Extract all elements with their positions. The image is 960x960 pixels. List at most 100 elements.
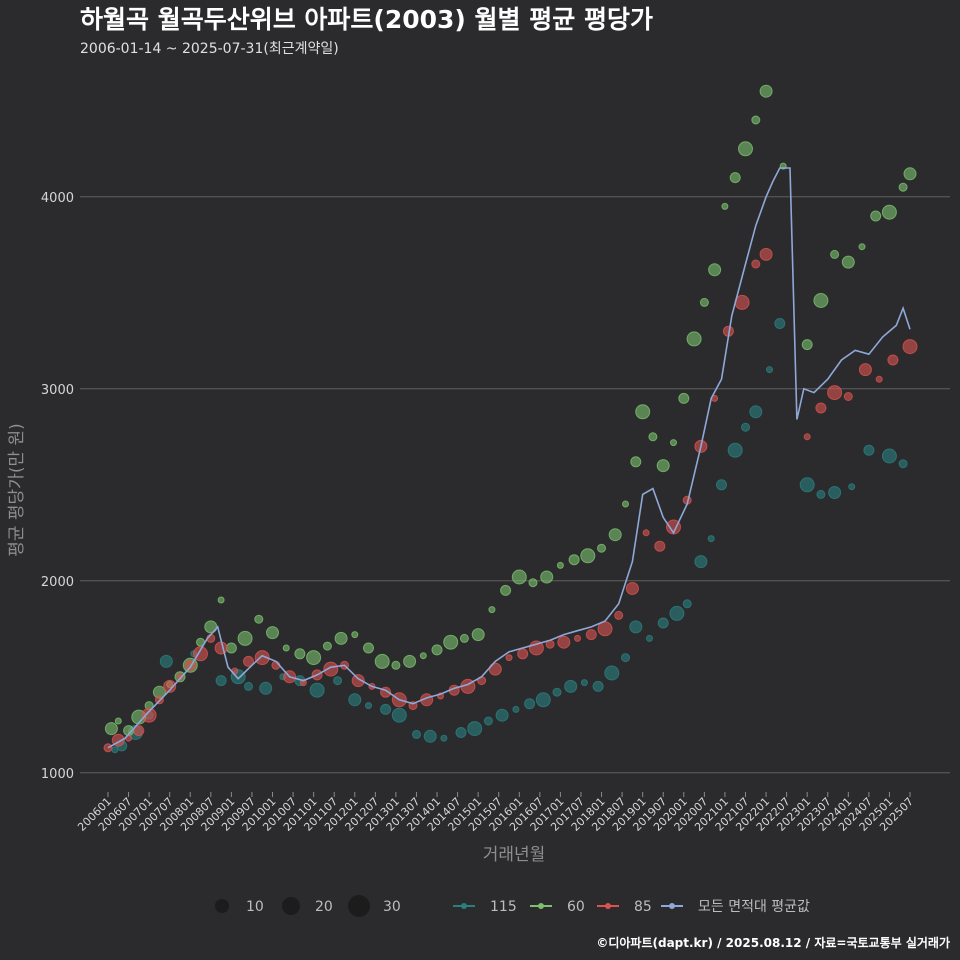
size-legend-label: 30 [383,899,401,915]
data-point [391,707,407,723]
data-point [309,682,325,698]
data-point [902,339,918,355]
chart-caption: ©디아파트(dapt.kr) / 2025.08.12 / 자료=국토교통부 실… [596,935,950,950]
data-point [374,653,390,669]
data-point [694,555,708,569]
data-point [259,681,273,695]
data-point [380,703,392,715]
data-point [682,599,692,609]
data-point [163,679,177,693]
data-point [306,650,322,666]
data-point [403,654,417,668]
data-point [483,716,493,726]
legend-label: 115 [490,899,517,915]
data-point [870,210,882,222]
data-point [635,404,651,420]
data-point [585,629,597,641]
data-point [614,610,624,620]
data-point [440,734,448,742]
data-point [903,167,917,181]
data-point [751,115,761,125]
data-point [799,477,815,493]
data-point [266,626,279,640]
data-point [629,620,643,634]
data-point [828,486,842,499]
data-point [815,402,827,414]
legend-dot-swatch [669,903,675,909]
data-point [766,366,773,374]
data-point [749,405,763,419]
data-point [459,633,469,643]
legend-label: 85 [634,899,652,915]
data-point [225,642,237,654]
data-point [104,722,118,736]
data-point [729,172,741,184]
data-point [608,528,622,542]
chart-title: 하월곡 월곡두산위브 아파트(2003) 월별 평균 평당가 [80,5,653,34]
series-layer [103,84,918,754]
tick-layer: 1000200030004000200601200607200701200707… [41,191,916,834]
data-point [858,363,872,377]
data-point [759,84,773,98]
data-point [574,634,581,642]
data-point [622,500,629,508]
legend-label: 모든 면적대 평균값 [698,899,810,915]
data-point [467,721,483,737]
data-point [488,662,502,676]
data-point [334,631,348,645]
data-point [699,297,709,307]
data-point [630,456,642,468]
data-point [215,675,227,687]
data-point [495,708,509,722]
legend: 10 20 30 115 60 85 모든 면적대 평균값 [215,895,810,917]
data-point [648,432,658,442]
data-point [657,617,669,629]
series-0 [111,318,908,754]
average-line [107,167,911,749]
size-legend-dot [215,899,229,913]
data-point [391,660,401,670]
size-legend-dot [348,895,370,917]
legend-dot-swatch [461,903,467,909]
data-point [524,698,536,710]
data-point [881,448,897,464]
data-point [557,635,571,649]
data-point [716,479,727,491]
data-point [813,293,829,308]
legend-dot-swatch [605,903,611,909]
data-point [365,702,372,710]
data-point [443,634,459,650]
data-point [423,729,437,743]
data-point [564,679,578,693]
data-point [803,433,811,441]
data-point [323,661,339,677]
data-point [751,259,761,269]
data-point [816,489,826,499]
data-point [556,561,564,569]
data-point [517,648,529,660]
data-point [841,255,855,269]
data-point [512,705,520,713]
data-point [351,674,365,688]
data-point [133,725,145,737]
y-tick-label: 1000 [41,767,74,782]
grid-layer [80,196,950,774]
data-point [654,540,666,552]
data-point [898,459,908,469]
y-tick-label: 4000 [41,191,74,206]
data-point [774,318,786,329]
data-point [282,644,290,652]
data-point [721,202,729,210]
data-point [159,654,173,668]
data-point [141,707,157,723]
data-point [244,681,253,691]
data-point [488,606,496,614]
data-point [114,717,122,725]
data-point [535,692,551,708]
data-point [580,679,588,687]
data-point [887,354,899,366]
data-point [707,535,715,543]
series-1 [104,84,917,737]
data-point [471,628,485,642]
data-point [738,141,753,157]
